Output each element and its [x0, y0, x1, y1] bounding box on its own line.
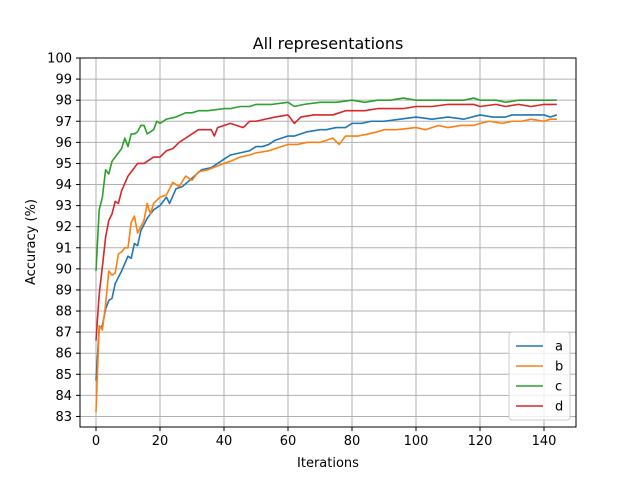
legend-box — [508, 331, 571, 421]
x-tick-label: 80 — [344, 434, 361, 449]
y-tick-label: 85 — [55, 368, 72, 383]
y-tick-label: 91 — [55, 241, 72, 256]
legend-label-d: d — [555, 400, 563, 415]
x-tick-label: 140 — [532, 434, 557, 449]
y-tick-label: 93 — [55, 199, 72, 214]
y-tick-label: 100 — [47, 52, 72, 67]
y-tick-label: 96 — [55, 136, 72, 151]
y-tick-label: 90 — [55, 262, 72, 277]
series-lines — [95, 97, 558, 413]
series-line-d — [95, 103, 557, 341]
series-line-c — [95, 97, 557, 272]
y-axis-ticks: 83 84 85 86 87 88 89 90 91 92 93 94 95 96 97 98 99 100 — [47, 52, 80, 425]
y-tick-label: 89 — [55, 283, 72, 298]
legend-label-a: a — [555, 340, 563, 355]
y-tick-label: 88 — [55, 305, 72, 320]
y-tick-label: 98 — [55, 94, 72, 109]
legend-label-b: b — [555, 360, 563, 375]
x-tick-label: 100 — [404, 434, 429, 449]
y-axis-label: Accuracy (%) — [24, 199, 39, 285]
y-tick-label: 86 — [55, 347, 72, 362]
x-tick-label: 40 — [216, 434, 233, 449]
legend-label-c: c — [555, 380, 562, 395]
grid — [80, 57, 576, 427]
y-tick-label: 92 — [55, 220, 72, 235]
y-tick-label: 87 — [55, 326, 72, 341]
plot-frame — [79, 57, 577, 428]
series-line-a — [95, 114, 558, 381]
x-tick-label: 120 — [468, 434, 493, 449]
y-tick-label: 99 — [55, 73, 72, 88]
x-axis-ticks: 0 20 40 60 80 100 120 140 — [92, 427, 557, 449]
series-line-b — [95, 118, 557, 413]
x-tick-label: 60 — [280, 434, 297, 449]
y-tick-label: 94 — [55, 178, 72, 193]
x-tick-label: 0 — [92, 434, 100, 449]
x-tick-label: 20 — [152, 434, 169, 449]
y-tick-label: 97 — [55, 115, 72, 130]
y-tick-label: 95 — [55, 157, 72, 172]
y-tick-label: 84 — [55, 389, 72, 404]
y-tick-label: 83 — [55, 410, 72, 425]
chart-title: All representations — [253, 34, 404, 53]
x-axis-label: Iterations — [297, 456, 359, 471]
